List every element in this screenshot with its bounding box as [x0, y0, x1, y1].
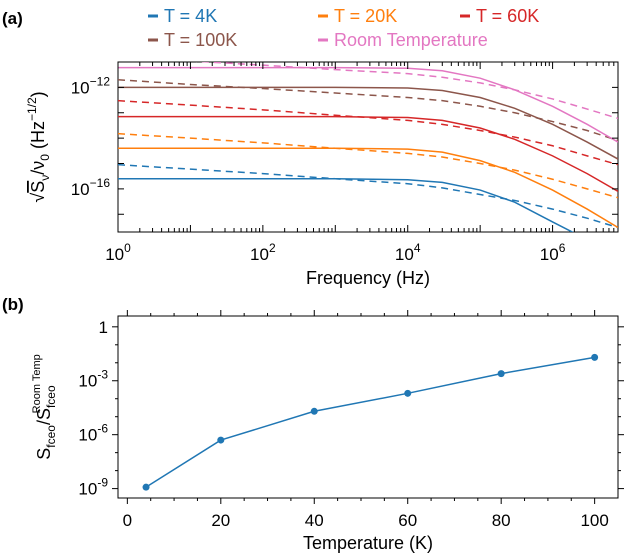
x-tick-label: 60	[398, 511, 417, 530]
x-tick-label: 102	[250, 241, 276, 264]
panel-b-x-axis-title: Temperature (K)	[303, 533, 433, 553]
ratio-line	[145, 356, 595, 488]
panel-a-x-axis-title: Frequency (Hz)	[306, 268, 430, 288]
legend-entry: T = 100K	[148, 30, 237, 50]
panel-a-plot: 100 102 104 106 10−12 10−16 Frequency (Hz) √S…	[25, 61, 619, 288]
y-tick-label: 10−16	[71, 176, 111, 199]
data-point	[404, 389, 412, 397]
legend-entry: T = 4K	[148, 6, 217, 26]
legend-entry: T = 60K	[460, 6, 539, 26]
data-point	[142, 483, 150, 491]
panel-a-y-axis-title: √Sν/ν0 (Hz−1/2)	[25, 91, 52, 202]
panel-a-frame	[117, 61, 619, 233]
legend-label: T = 60K	[476, 6, 539, 26]
panel-b-label: (b)	[2, 295, 24, 314]
y-tick-label: 10-3	[78, 368, 108, 391]
y-tick-label: 10-6	[78, 422, 108, 445]
legend-entry: T = 20K	[318, 6, 397, 26]
panel-b-ticks: 0 20 40 60 80 100 1 10-3 10-6 10-9	[78, 310, 624, 530]
panel-b-frame	[117, 315, 619, 499]
panel-b-plot: 0 20 40 60 80 100 1 10-3 10-6 10-9 Temperature (K…	[31, 310, 624, 553]
legend-label: T = 4K	[164, 6, 217, 26]
y-tick-label: 10-9	[78, 476, 108, 499]
x-tick-label: 40	[305, 511, 324, 530]
y-tick-label: 10−12	[71, 74, 111, 97]
panel-a-label: (a)	[2, 9, 23, 28]
x-tick-label: 100	[580, 511, 608, 530]
series-3-solid-line	[118, 86, 618, 160]
series-3-dashed-line	[118, 78, 618, 142]
series-1-solid-line	[118, 147, 618, 229]
legend-label: T = 20K	[334, 6, 397, 26]
legend-label: Room Temperature	[334, 30, 488, 50]
svg-text:Sfceo/SfceoRoom Temp: Sfceo/SfceoRoom Temp	[31, 354, 58, 460]
series-1-dashed-line	[118, 132, 618, 199]
x-tick-label: 80	[492, 511, 511, 530]
x-tick-label: 100	[105, 241, 131, 264]
series-4-solid-line	[118, 66, 618, 143]
panel-b-curve	[142, 353, 599, 491]
series-2-dashed-line	[118, 99, 618, 166]
x-tick-label: 104	[395, 241, 421, 264]
x-tick-label: 20	[211, 511, 230, 530]
data-point	[591, 353, 599, 361]
x-tick-label: 0	[123, 511, 132, 530]
series-2-solid-line	[118, 115, 618, 192]
series-0-dashed-line	[118, 163, 618, 229]
series-4-dashed-line	[195, 62, 618, 120]
data-point	[310, 407, 318, 415]
svg-text:√Sν/ν0 (Hz−1/2): √Sν/ν0 (Hz−1/2)	[25, 91, 52, 202]
y-tick-label: 1	[99, 318, 108, 337]
panel-a-curves	[118, 62, 618, 232]
panel-a-ticks: 100 102 104 106 10−12 10−16	[71, 61, 619, 264]
series-0-solid-line	[118, 178, 574, 232]
panel-b-y-axis-title: Sfceo/SfceoRoom Temp	[31, 354, 58, 460]
legend: T = 4K T = 20K T = 60K T = 100K Room Tempera…	[148, 6, 539, 50]
x-tick-label: 106	[540, 241, 566, 264]
legend-entry: Room Temperature	[318, 30, 488, 50]
legend-label: T = 100K	[164, 30, 237, 50]
data-point	[497, 370, 505, 378]
data-point	[217, 436, 225, 444]
